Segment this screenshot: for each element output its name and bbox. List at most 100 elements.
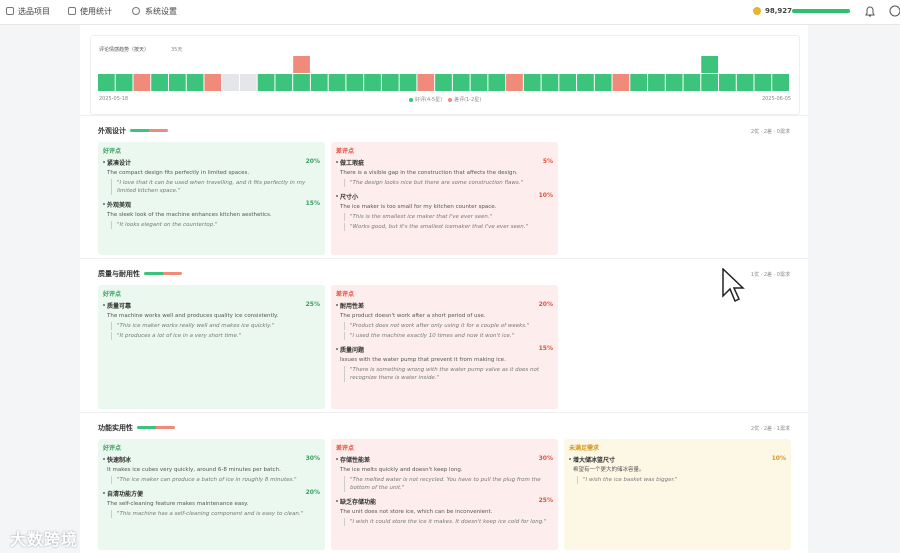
review-point: 质量问题 15% Issues with the water pump that p…	[336, 345, 553, 382]
content-panel: 评论情感趋势（按天） 35天 2025-05-18 2025-06-05 好评(…	[80, 25, 808, 553]
point-name: 存储性能差	[340, 457, 371, 464]
day-cell	[719, 74, 736, 91]
card-heading: 差评点	[336, 148, 355, 155]
point-row: 做工瑕疵 5%	[336, 158, 553, 167]
review-card: 好评点 紧凑设计 20% The compact design fits perfec…	[98, 142, 325, 255]
point-share: 20%	[305, 489, 320, 496]
section-title: 外观设计	[98, 127, 126, 135]
point-share: 10%	[538, 192, 553, 199]
day-cell	[523, 74, 541, 91]
point-row: 质量可靠 25%	[103, 301, 320, 310]
day-cell	[328, 74, 346, 91]
legend-label: 差评(1-2星)	[454, 97, 482, 103]
point-share: 15%	[538, 345, 553, 352]
review-card: 好评点 快速制冰 30% It makes ice cubes very quickl…	[98, 439, 325, 550]
day-cell	[381, 74, 399, 91]
review-point: 存储性能差 30% The ice melts quickly and doesn'…	[336, 455, 553, 492]
point-row: 自清功能方便 20%	[103, 489, 320, 498]
point-row: 存储性能差 30%	[336, 455, 553, 464]
review-quote: "It produces a lot of ice in a very shor…	[111, 332, 320, 340]
day-cell	[168, 74, 186, 91]
section-title: 功能实用性	[98, 424, 133, 432]
point-row: 快速制冰 30%	[103, 455, 320, 464]
review-quote: "The design looks nice but there are som…	[344, 179, 553, 187]
review-point: 缺乏存储功能 25% The unit does not store ice, wh…	[336, 497, 553, 526]
point-name: 快速制冰	[107, 457, 132, 464]
review-quote: "It looks elegant on the countertop."	[111, 221, 320, 229]
legend-swatch	[448, 97, 453, 102]
day-cell	[399, 74, 417, 91]
point-description: There is a visible gap in the constructi…	[340, 170, 518, 176]
trend-title: 评论情感趋势（按天）	[99, 47, 150, 53]
nav-icon	[68, 7, 76, 15]
point-row: 紧凑设计 20%	[103, 158, 320, 167]
section-meta: 2优 · 2差 · 1需求	[750, 426, 790, 432]
day-cell	[577, 74, 594, 91]
legend-item: 差评(1-2星)	[448, 96, 481, 103]
nav-item[interactable]: 选品项目	[18, 7, 50, 16]
review-quote: "This machine has a self-cleaning compon…	[111, 510, 320, 518]
day-cell	[204, 74, 222, 91]
bell-icon[interactable]	[864, 5, 876, 18]
section: 外观设计 2优 · 2差 · 0需求 好评点 紧凑设计 20% The compact d…	[80, 115, 808, 259]
day-cell	[417, 74, 435, 91]
day-cell	[452, 74, 470, 91]
review-quote: "I used the machine exactly 10 times and…	[344, 332, 553, 340]
point-row: 质量问题 15%	[336, 345, 553, 354]
review-quote: "I love that it can be used when travell…	[111, 179, 320, 195]
section: 质量与耐用性 1优 · 2差 · 0需求 好评点 质量可靠 25% The machine…	[80, 258, 808, 413]
review-point: 质量可靠 25% The machine works well and produc…	[103, 301, 320, 340]
day-cell	[364, 74, 381, 91]
day-cell	[488, 74, 506, 91]
day-cell	[293, 74, 310, 91]
day-cell	[754, 74, 772, 91]
review-point: 做工瑕疵 5% There is a visible gap in the cons…	[336, 158, 553, 187]
point-share: 30%	[538, 455, 553, 462]
point-name: 尺寸小	[340, 194, 359, 201]
point-share: 5%	[542, 158, 553, 165]
point-share: 20%	[538, 301, 553, 308]
day-cell	[98, 74, 115, 91]
review-point: 增大储冰篮尺寸 10% 希望有一个更大的储冰容量。 "I wish the ice b…	[569, 455, 786, 484]
day-cell	[701, 74, 719, 91]
review-quote: "The ice maker can produce a batch of ic…	[111, 476, 320, 484]
review-quote: "This ice maker works really well and ma…	[111, 322, 320, 330]
help-icon[interactable]	[889, 5, 900, 17]
point-description: The compact design fits perfectly in lim…	[107, 170, 250, 176]
review-quote: "Product does not work after only using …	[344, 322, 553, 330]
day-cell	[257, 74, 275, 91]
point-description: The ice maker is too small for my kitche…	[340, 204, 497, 210]
day-cell	[772, 74, 789, 91]
point-share: 10%	[771, 455, 786, 462]
point-share: 30%	[305, 455, 320, 462]
card-heading: 好评点	[103, 291, 122, 298]
nav-icon	[6, 7, 14, 15]
point-row: 外观美观 15%	[103, 200, 320, 209]
point-name: 外观美观	[107, 202, 132, 209]
point-row: 尺寸小 10%	[336, 192, 553, 201]
review-card: 未满足需求增大储冰篮尺寸 10% 希望有一个更大的储冰容量。 "I wish the …	[564, 439, 791, 550]
day-cell	[594, 74, 612, 91]
legend: 好评(4-5星) 差评(1-2星)	[409, 96, 481, 103]
section-title: 质量与耐用性	[98, 270, 140, 278]
point-description: It makes ice cubes very quickly, around …	[107, 467, 281, 473]
day-cell	[612, 74, 630, 91]
day-cell	[683, 74, 701, 91]
nav-item[interactable]: 系统设置	[145, 7, 177, 16]
nav-item[interactable]: 使用统计	[80, 7, 112, 16]
day-cell	[648, 74, 665, 91]
point-name: 耐用性差	[340, 303, 365, 310]
section: 功能实用性 2优 · 2差 · 1需求 好评点 快速制冰 30% It makes ice…	[80, 412, 808, 553]
review-quote: "There is something wrong with the water…	[344, 366, 553, 382]
point-share: 25%	[538, 497, 553, 504]
card-heading: 未满足需求	[569, 445, 600, 452]
review-quote: "This is the smallest ice maker that I'v…	[344, 213, 553, 221]
point-description: The product doesn't work after a short p…	[340, 313, 486, 319]
point-row: 耐用性差 20%	[336, 301, 553, 310]
point-description: The self-cleaning feature makes maintena…	[107, 501, 249, 507]
point-name: 做工瑕疵	[340, 160, 365, 167]
review-point: 自清功能方便 20% The self-cleaning feature makes…	[103, 489, 320, 518]
review-point: 外观美观 15% The sleek look of the machine enh…	[103, 200, 320, 229]
point-name: 紧凑设计	[107, 160, 132, 167]
nav-icon	[132, 7, 140, 15]
